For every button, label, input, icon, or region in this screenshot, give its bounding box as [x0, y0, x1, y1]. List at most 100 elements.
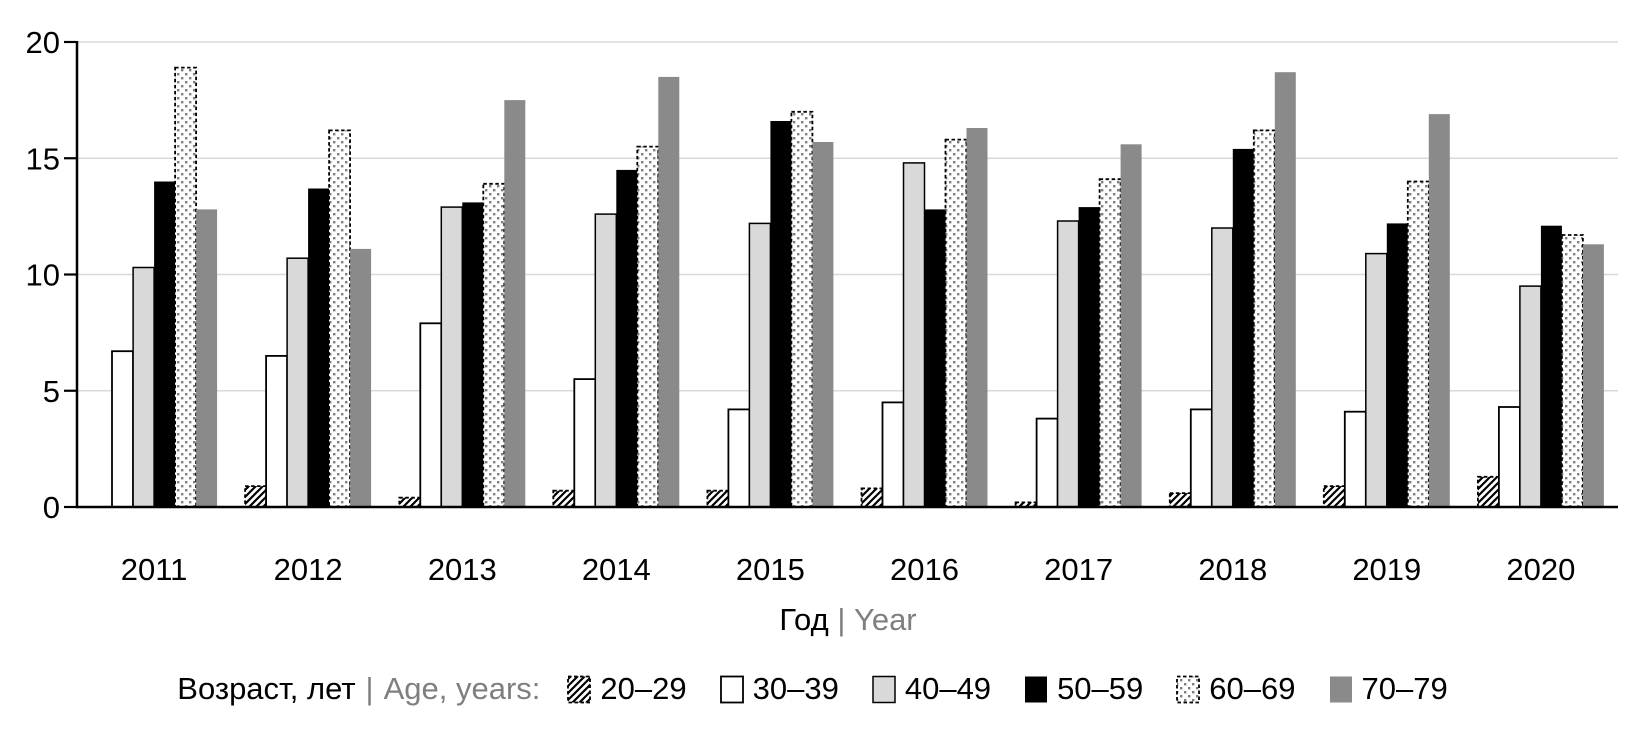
legend-item-40–49: 40–49: [871, 671, 991, 707]
bar-2020-70–79: [1582, 244, 1604, 508]
x-tick-label-2013: 2013: [428, 552, 497, 587]
y-tick-label: 10: [26, 258, 60, 293]
x-tick-label-2015: 2015: [736, 552, 805, 587]
x-tick-label-2020: 2020: [1506, 552, 1575, 587]
bar-2013-20–29: [398, 496, 422, 508]
bar-2011-70–79: [196, 209, 218, 507]
legend-label: 20–29: [600, 671, 687, 706]
x-tick-label-2017: 2017: [1044, 552, 1113, 587]
bar-2017-70–79: [1120, 144, 1142, 508]
bar-2011-30–39: [111, 350, 134, 508]
bar-2019-60–69: [1406, 180, 1430, 508]
x-tick-label-2019: 2019: [1352, 552, 1421, 587]
bar-2016-20–29: [860, 487, 884, 508]
x-tick-label-2014: 2014: [582, 552, 651, 587]
legend-item-30–39: 30–39: [719, 671, 839, 707]
bar-2013-40–49: [440, 206, 464, 508]
legend-item-20–29: 20–29: [566, 671, 687, 707]
bar-2019-50–59: [1386, 223, 1408, 507]
bar-2013-30–39: [419, 322, 443, 508]
bar-2015-40–49: [748, 222, 772, 508]
bar-2012-30–39: [265, 354, 289, 508]
bar-2016-70–79: [966, 128, 988, 507]
bar-2014-60–69: [636, 145, 660, 508]
legend-label: 70–79: [1361, 671, 1448, 706]
bar-2013-60–69: [482, 182, 506, 508]
bar-2011-60–69: [174, 66, 198, 508]
bar-2020-20–29: [1477, 475, 1500, 508]
bar-2019-30–39: [1343, 410, 1367, 508]
legend-label: 40–49: [904, 671, 992, 706]
x-tick-label-2011: 2011: [121, 552, 188, 587]
bar-2017-50–59: [1078, 207, 1100, 507]
bar-2015-30–39: [727, 408, 751, 508]
legend-item-60–69: 60–69: [1175, 671, 1296, 707]
legend: Возраст, лет | Age, years: 20–29 30–39 40–…: [0, 654, 1625, 724]
y-tick-label: 5: [43, 374, 60, 409]
bar-2019-20–29: [1322, 485, 1346, 508]
bar-2014-20–29: [552, 489, 576, 508]
legend-label: 30–39: [752, 671, 839, 706]
chart-canvas: 0 5 10 15 20 2011 2012 2013 2014 2015 2016 2017 2018…: [26, 25, 1618, 637]
legend-items: 20–29 30–39 40–49 50–59 60–69 70–79: [566, 671, 1448, 707]
bar-2014-70–79: [658, 76, 680, 508]
bar-2018-70–79: [1274, 72, 1296, 507]
legend-title-en: Age, years:: [383, 671, 541, 706]
bar-2018-30–39: [1189, 408, 1213, 508]
bar-2016-60–69: [944, 138, 968, 508]
bar-2018-50–59: [1232, 148, 1254, 507]
bar-2016-40–49: [902, 162, 926, 508]
bar-2013-50–59: [462, 202, 484, 507]
bar-2015-50–59: [770, 121, 792, 507]
bar-2016-30–39: [881, 401, 905, 508]
bar-2017-30–39: [1035, 417, 1059, 508]
bar-2019-40–49: [1365, 252, 1388, 508]
x-tick-label-2012: 2012: [274, 552, 343, 587]
bar-2013-70–79: [504, 100, 526, 507]
bar-2020-60–69: [1561, 234, 1584, 508]
legend-label: 60–69: [1209, 671, 1296, 706]
bar-2019-70–79: [1428, 114, 1450, 507]
bar-2018-20–29: [1168, 492, 1192, 508]
legend-title-separator: |: [365, 671, 374, 706]
bar-2015-20–29: [706, 489, 730, 508]
bar-2018-60–69: [1252, 129, 1276, 508]
y-tick-label: 0: [43, 490, 60, 525]
bar-2012-20–29: [244, 485, 268, 508]
y-tick-label: 15: [26, 141, 60, 176]
legend-swatch-white: [719, 675, 744, 703]
bar-2015-70–79: [812, 142, 834, 507]
legend-item-70–79: 70–79: [1328, 671, 1448, 707]
bar-2015-60–69: [790, 110, 814, 508]
legend-label: 50–59: [1057, 671, 1144, 706]
bar-2017-60–69: [1098, 178, 1122, 508]
legend-swatch-black: [1025, 676, 1048, 702]
bar-2014-40–49: [594, 213, 618, 508]
axes: 0 5 10 15 20 2011 2012 2013 2014 2015 2016 2017 2018…: [26, 25, 1618, 637]
legend-swatch-gray: [1329, 676, 1352, 702]
legend-swatch-dots: [1176, 675, 1201, 703]
legend-swatch-lightgray: [872, 675, 896, 703]
legend-item-50–59: 50–59: [1023, 671, 1143, 707]
bar-2017-40–49: [1056, 220, 1080, 508]
x-tick-label-2016: 2016: [890, 552, 959, 587]
bars: [111, 66, 1604, 508]
bar-2012-60–69: [328, 129, 352, 508]
bar-2014-30–39: [573, 378, 597, 508]
bar-2016-50–59: [924, 209, 946, 507]
legend-title: Возраст, лет | Age, years:: [177, 671, 540, 707]
bar-2014-50–59: [616, 169, 638, 507]
bar-2011-40–49: [132, 266, 155, 508]
bar-2020-40–49: [1519, 285, 1542, 508]
bar-2012-50–59: [308, 188, 330, 507]
bar-2020-50–59: [1540, 225, 1562, 507]
bar-2012-70–79: [350, 248, 372, 507]
legend-title-ru: Возраст, лет: [177, 671, 356, 706]
legend-swatch-hatch: [567, 675, 592, 703]
y-tick-label: 20: [26, 25, 60, 60]
bar-2011-50–59: [154, 181, 176, 507]
x-axis-title: Год | Year: [779, 602, 916, 637]
bar-2020-30–39: [1498, 406, 1521, 508]
x-tick-label-2018: 2018: [1198, 552, 1267, 587]
